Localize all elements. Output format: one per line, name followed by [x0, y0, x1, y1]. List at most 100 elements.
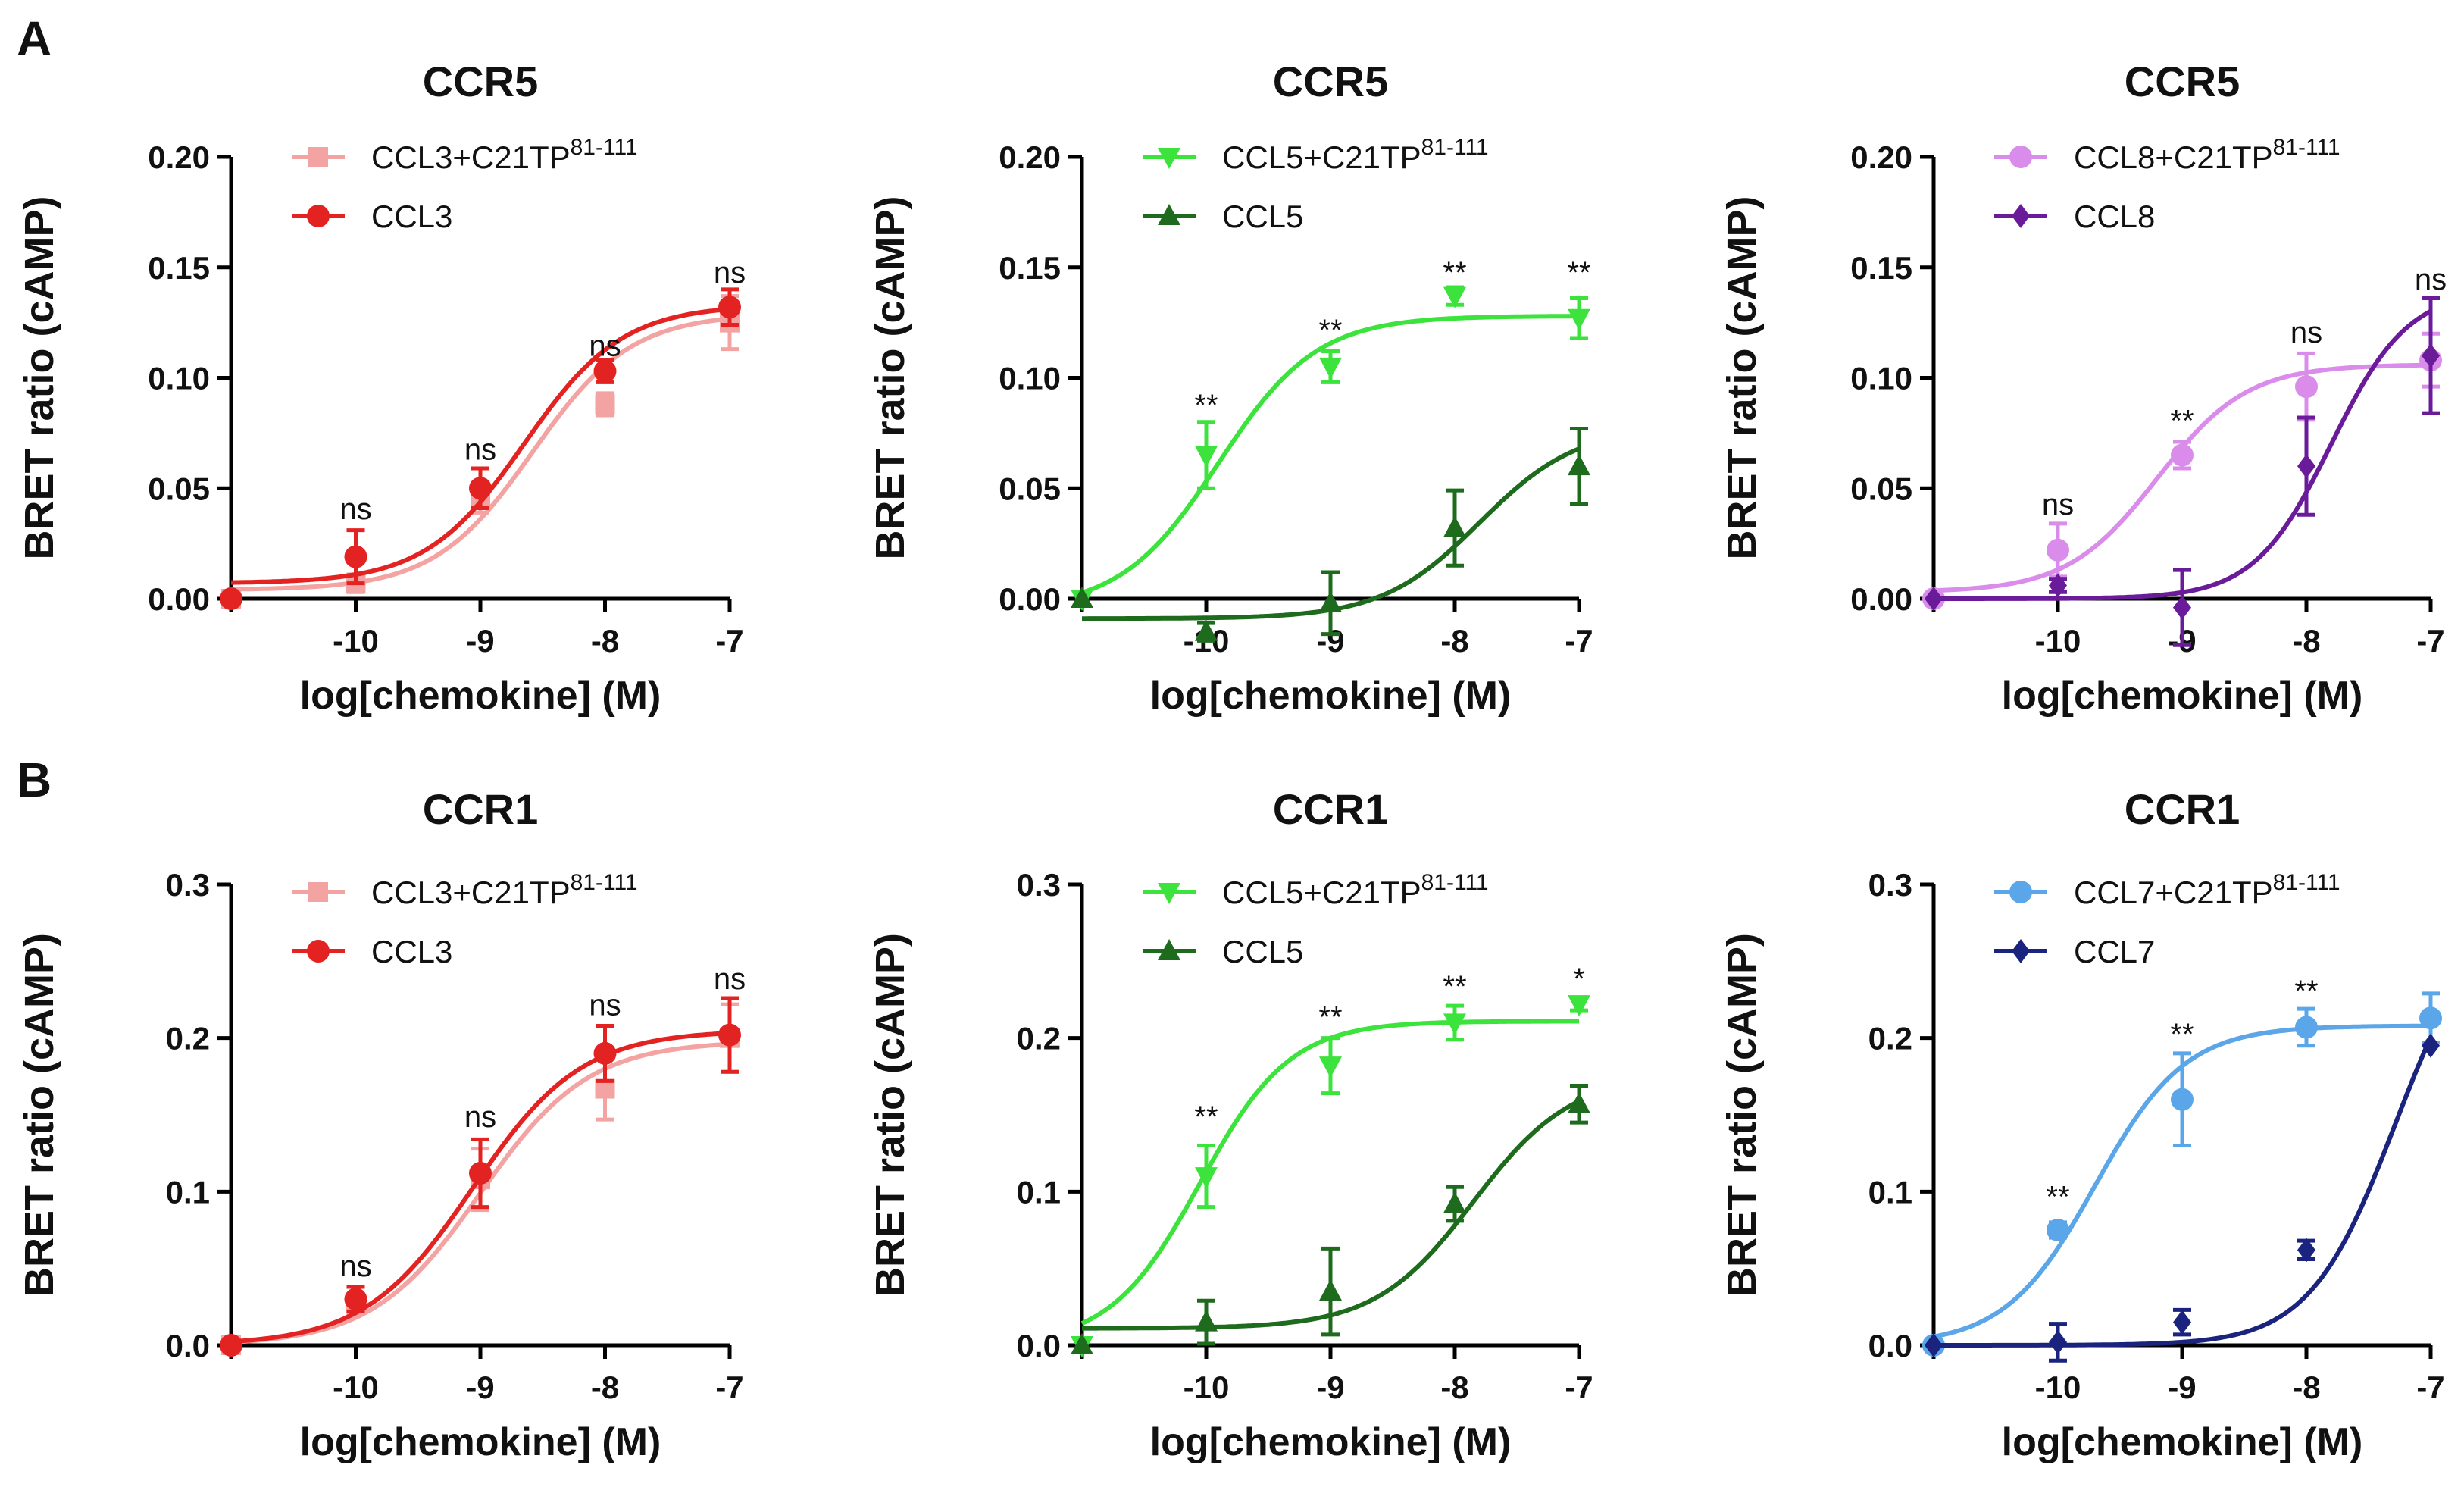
legend-label-superscript: 81-111	[1421, 870, 1489, 895]
chart-title: CCR1	[423, 785, 538, 833]
x-tick-label: -7	[2416, 623, 2444, 659]
x-tick-label: -9	[466, 623, 494, 659]
data-point	[1568, 308, 1590, 330]
y-tick-label: 0.0	[166, 1328, 210, 1363]
data-point	[2047, 538, 2069, 562]
legend-label-superscript: 81-111	[571, 135, 638, 160]
panel-label-a: A	[17, 11, 52, 66]
data-point	[1319, 1056, 1342, 1078]
x-tick-label: -8	[591, 1369, 619, 1405]
significance-label: ns	[2415, 263, 2447, 296]
y-tick-label: 0.00	[1850, 581, 1912, 617]
significance-label: **	[2294, 975, 2318, 1008]
data-point	[2173, 595, 2191, 620]
legend-label: CCL3+C21TP81-111	[371, 870, 638, 910]
x-tick-label: -7	[2416, 1369, 2444, 1405]
legend-item: CCL7	[1994, 934, 2155, 969]
data-point	[2047, 1219, 2069, 1241]
legend-item: CCL5+C21TP81-111	[1143, 870, 1489, 910]
x-axis-label: log[chemokine] (M)	[300, 1420, 661, 1464]
data-point	[1568, 454, 1590, 476]
x-tick-label: -7	[715, 623, 743, 659]
data-point	[1443, 515, 1466, 537]
x-tick-label: -8	[2292, 1369, 2320, 1405]
series-2	[1071, 427, 1590, 643]
series-1	[1071, 995, 1590, 1357]
data-point	[1568, 1091, 1590, 1113]
y-tick-label: 0.00	[999, 581, 1061, 617]
y-tick-label: 0.0	[1017, 1328, 1061, 1363]
data-point	[2422, 1033, 2440, 1058]
x-tick-label: -9	[2168, 1369, 2196, 1405]
legend-label: CCL5	[1222, 199, 1303, 234]
y-tick-label: 0.10	[1850, 361, 1912, 396]
data-point	[344, 1288, 367, 1311]
y-tick-label: 0.1	[1017, 1174, 1061, 1210]
legend-marker	[1158, 148, 1180, 169]
data-point	[220, 1334, 242, 1357]
significance-label: ns	[714, 256, 746, 290]
series-2	[220, 287, 741, 610]
significance-label: **	[1443, 970, 1466, 1003]
legend-label-superscript: 81-111	[2273, 870, 2340, 895]
x-tick-label: -8	[591, 623, 619, 659]
x-tick-label: -10	[1184, 1369, 1230, 1405]
chart-title: CCR5	[1273, 58, 1388, 105]
significance-label: ns	[2290, 316, 2322, 349]
y-tick-label: 0.20	[148, 139, 210, 175]
x-axis-label: log[chemokine] (M)	[2002, 674, 2363, 718]
chart-5: CCR1 0.0 0.1 0.2 0.3 BRET ratio (cAMP) -10 -9 -8…	[868, 785, 1593, 1464]
legend-marker	[307, 940, 330, 963]
data-point	[1319, 590, 1342, 612]
legend-label: CCL3	[371, 934, 452, 969]
chart-title: CCR1	[2125, 785, 2240, 833]
x-axis-label: log[chemokine] (M)	[2002, 1420, 2363, 1464]
chart-4: CCR1 0.0 0.1 0.2 0.3 BRET ratio (cAMP) -10 -9 -8…	[17, 785, 746, 1464]
significance-label: ns	[464, 433, 496, 466]
y-tick-label: 0.05	[1850, 471, 1912, 506]
chart-title: CCR5	[423, 58, 538, 105]
x-tick-label: -10	[2035, 623, 2081, 659]
legend-label: CCL3	[371, 199, 452, 234]
significance-label: **	[1318, 314, 1342, 347]
data-point	[2419, 1006, 2442, 1030]
data-point	[344, 545, 367, 568]
data-point	[2049, 1329, 2067, 1354]
significance-label: **	[2046, 1181, 2069, 1214]
data-point	[1925, 1333, 1943, 1357]
y-tick-label: 0.1	[166, 1174, 210, 1210]
legend-item: CCL5+C21TP81-111	[1143, 135, 1489, 175]
series-1	[1071, 285, 1590, 611]
series-2	[1071, 1083, 1590, 1354]
legend-item: CCL7+C21TP81-111	[1994, 870, 2340, 910]
legend-label: CCL5	[1222, 934, 1303, 969]
data-point	[2295, 1016, 2318, 1039]
chart-6: CCR1 0.0 0.1 0.2 0.3 BRET ratio (cAMP) -10 -9 -8…	[1719, 785, 2445, 1464]
legend-marker	[1158, 883, 1180, 904]
data-point	[2422, 343, 2440, 368]
legend-marker	[308, 882, 328, 902]
y-tick-label: 0.10	[999, 361, 1061, 396]
x-tick-label: -7	[1565, 1369, 1593, 1405]
y-axis-label: BRET ratio (cAMP)	[868, 196, 913, 559]
y-tick-label: 0.10	[148, 361, 210, 396]
legend-marker	[2009, 146, 2032, 168]
x-tick-label: -10	[333, 623, 379, 659]
y-tick-label: 0.15	[1850, 250, 1912, 286]
significance-label: ns	[2042, 488, 2074, 521]
legend-marker	[2009, 881, 2032, 903]
x-tick-label: -9	[466, 1369, 494, 1405]
legend-label-superscript: 81-111	[1421, 135, 1489, 160]
y-tick-label: 0.05	[999, 471, 1061, 506]
significance-label: **	[1318, 1000, 1342, 1034]
legend-marker	[2012, 939, 2030, 963]
y-tick-label: 0.20	[999, 139, 1061, 175]
legend-item: CCL8+C21TP81-111	[1994, 135, 2340, 175]
data-point	[1195, 619, 1218, 641]
legend-item: CCL3+C21TP81-111	[292, 135, 638, 175]
panel-label-b: B	[17, 753, 52, 807]
y-tick-label: 0.00	[148, 581, 210, 617]
legend-label: CCL7+C21TP81-111	[2074, 870, 2340, 910]
data-point	[1195, 1167, 1218, 1189]
